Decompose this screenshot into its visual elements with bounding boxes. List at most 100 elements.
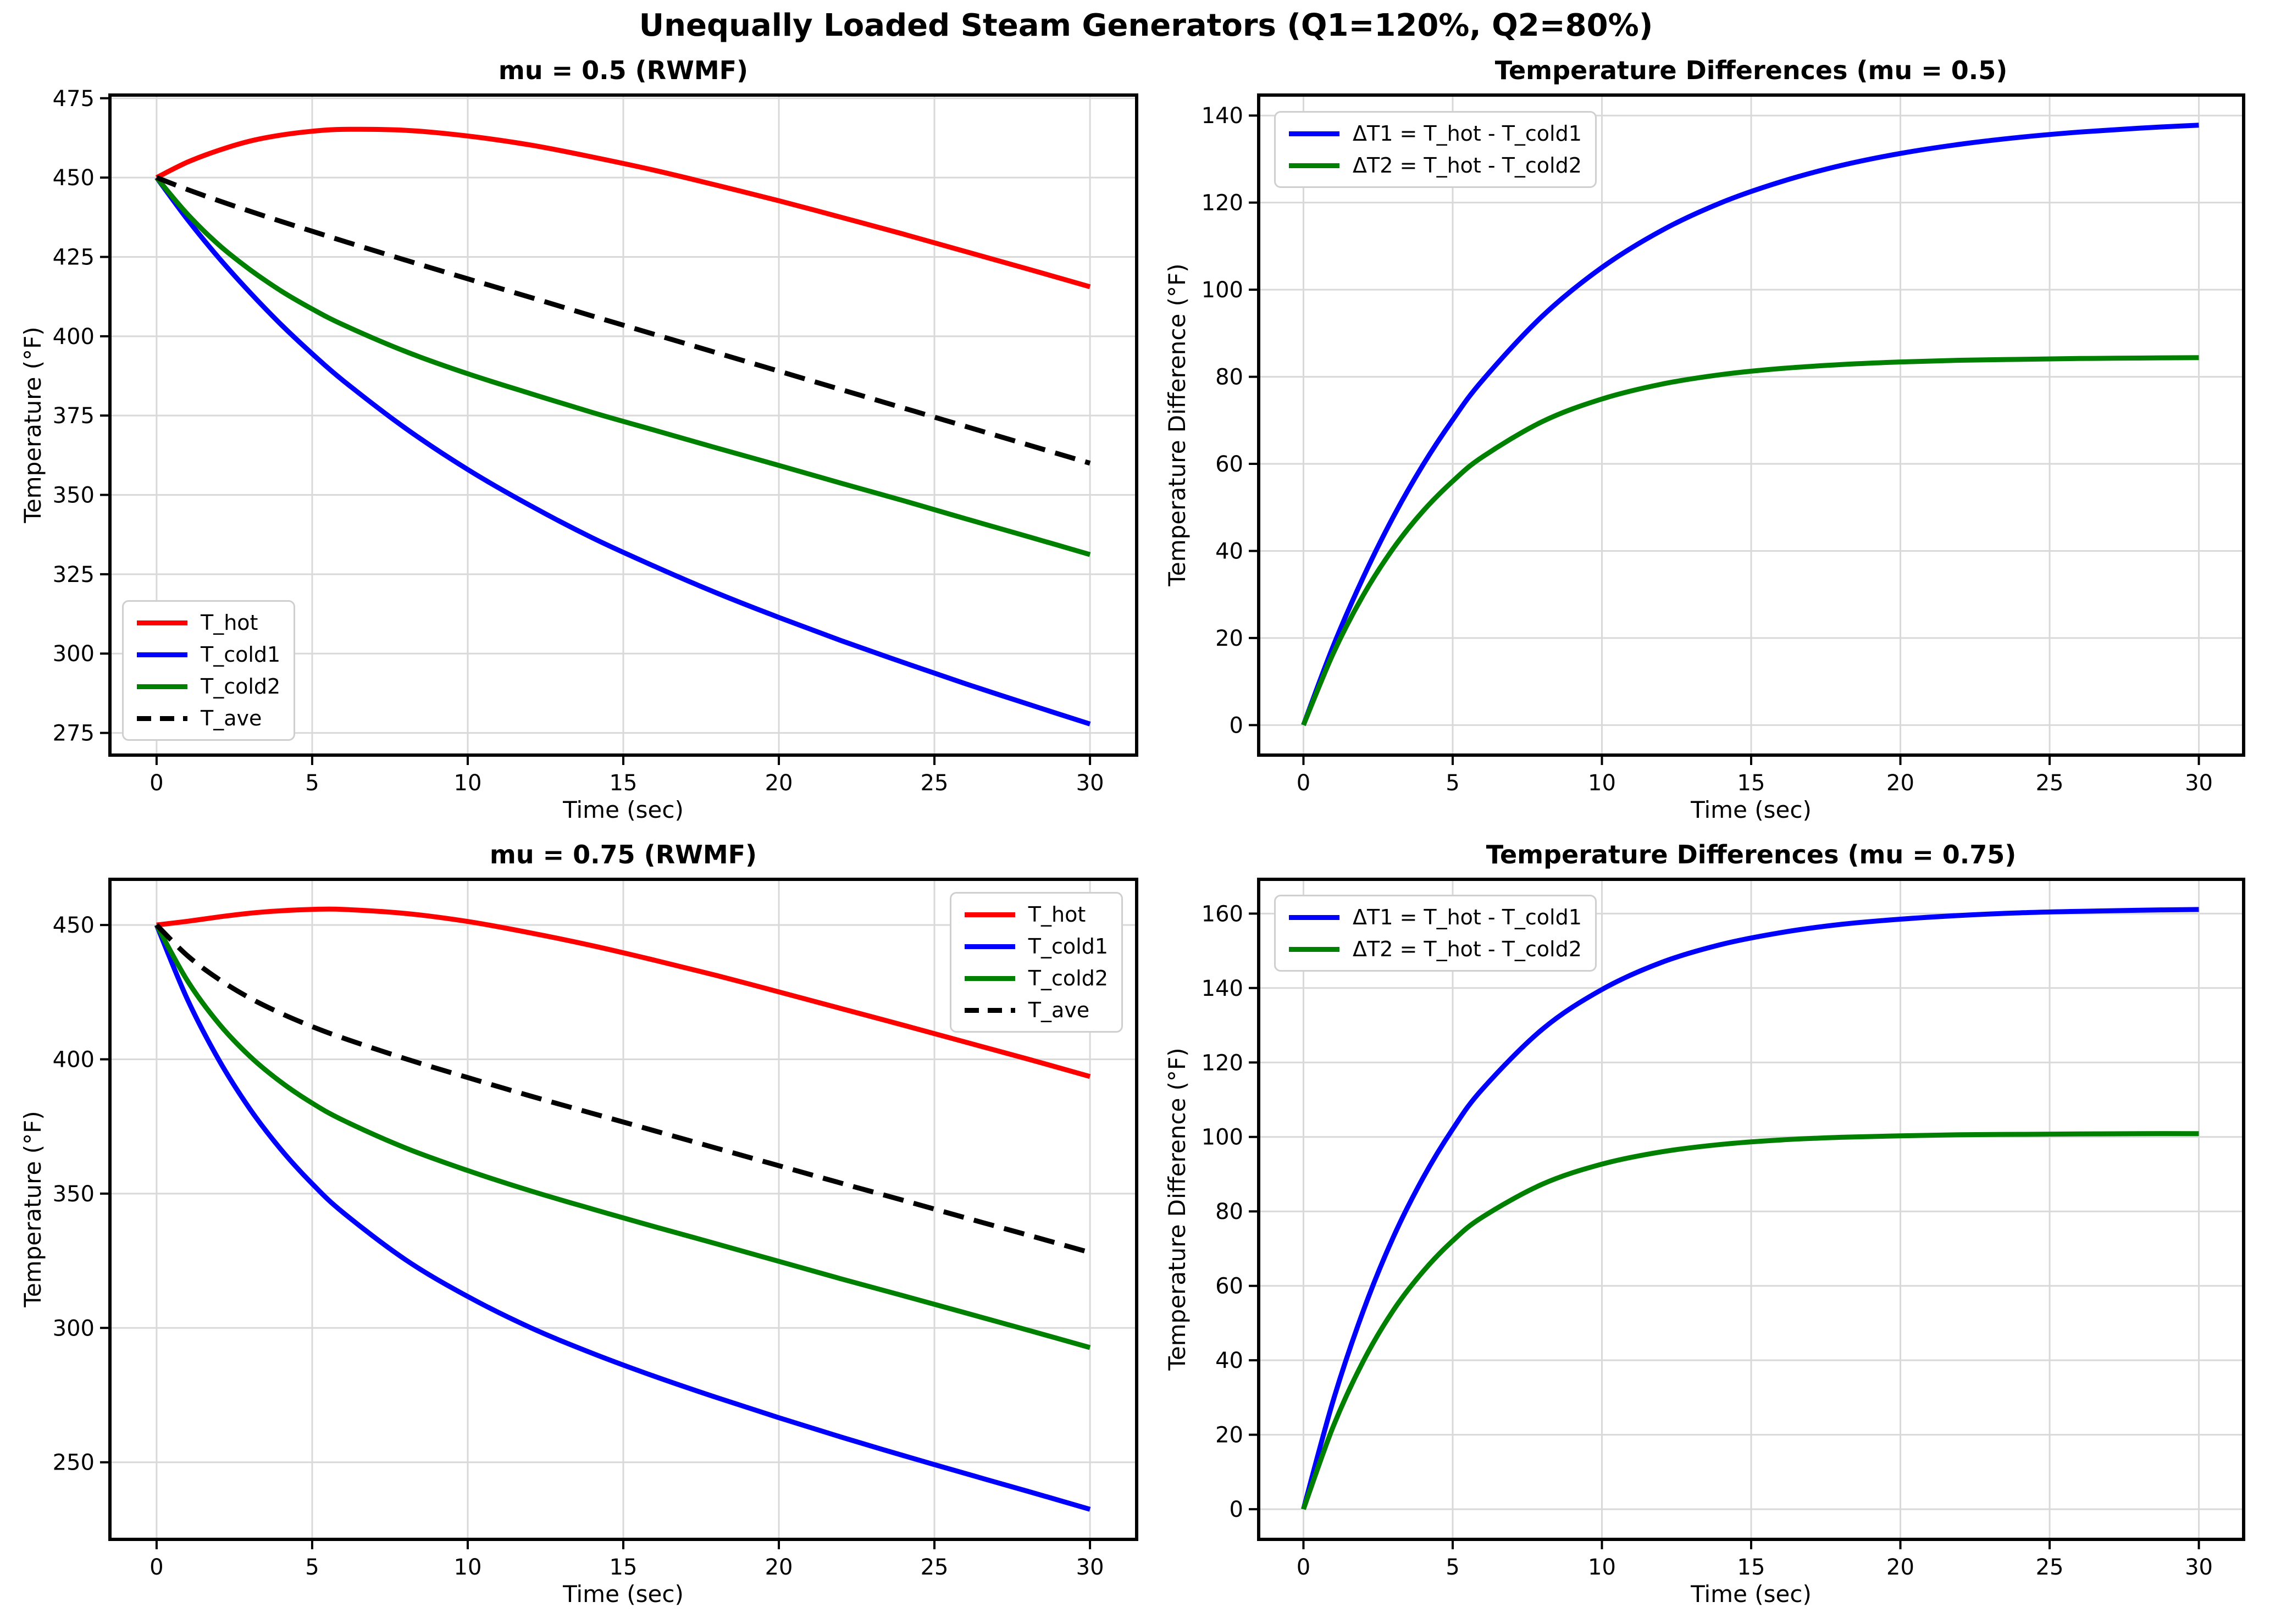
x-axis-label-mu05: Time (sec) [563, 796, 684, 823]
svg-text:80: 80 [1215, 365, 1243, 390]
subplot-title-diff-mu05: Temperature Differences (mu = 0.5) [1494, 56, 2008, 85]
series-T_hot [156, 906, 1091, 1079]
svg-text:250: 250 [53, 1450, 95, 1476]
legend-label: T_ave [1028, 998, 1090, 1022]
legend-item: T_cold2 [964, 965, 1108, 991]
legend-label: T_cold2 [1028, 966, 1108, 990]
series-T_cold1 [154, 924, 1091, 1512]
x-axis-label-mu075: Time (sec) [563, 1581, 684, 1608]
svg-text:10: 10 [1588, 1555, 1616, 1580]
line-swatch-dt2 [1289, 946, 1339, 952]
line-swatch-dt1 [1289, 914, 1339, 920]
legend-item: T_hot [137, 609, 280, 636]
legend-item: ΔT2 = T_hot - T_cold2 [1289, 152, 1582, 179]
svg-text:400: 400 [53, 1047, 95, 1073]
legend-item: T_ave [137, 705, 280, 731]
series-T_cold1 [154, 176, 1091, 727]
svg-text:375: 375 [53, 403, 95, 429]
series-T_cold2 [154, 176, 1091, 557]
svg-text:20: 20 [765, 1555, 793, 1580]
svg-text:140: 140 [1202, 976, 1243, 1001]
series-dT1 [1301, 123, 2199, 726]
svg-text:300: 300 [53, 1316, 95, 1341]
svg-text:10: 10 [1588, 771, 1616, 796]
legend-item: T_cold2 [137, 673, 280, 700]
svg-text:25: 25 [2036, 771, 2064, 796]
svg-text:450: 450 [53, 165, 95, 191]
line-swatch-t-cold1 [137, 652, 187, 657]
legend-label: T_ave [201, 706, 262, 730]
svg-text:20: 20 [1215, 626, 1243, 651]
svg-text:0: 0 [1297, 1555, 1310, 1580]
legend-label: T_hot [1028, 902, 1086, 927]
svg-text:400: 400 [53, 324, 95, 350]
svg-text:450: 450 [53, 913, 95, 938]
svg-text:20: 20 [1886, 771, 1914, 796]
legend-item: T_hot [964, 901, 1108, 928]
subplot-title-mu075: mu = 0.75 (RWMF) [489, 840, 757, 869]
legend-label: T_cold1 [1028, 934, 1108, 958]
svg-text:140: 140 [1202, 103, 1243, 129]
legend-label: T_cold2 [201, 674, 281, 699]
series-dT2 [1301, 355, 2199, 727]
svg-text:30: 30 [2185, 771, 2213, 796]
figure-title: Unequally Loaded Steam Generators (Q1=12… [639, 8, 1653, 43]
series-T_ave [154, 923, 1091, 1255]
legend-label: ΔT2 = T_hot - T_cold2 [1353, 153, 1582, 178]
legend-mu075: T_hot T_cold1 T_cold2 T_ave [949, 892, 1123, 1033]
legend-label: T_cold1 [201, 642, 281, 667]
svg-text:5: 5 [1446, 1555, 1459, 1580]
svg-text:120: 120 [1202, 191, 1243, 216]
svg-text:80: 80 [1215, 1199, 1243, 1224]
legend-label: ΔT1 = T_hot - T_cold1 [1353, 905, 1582, 929]
svg-text:160: 160 [1202, 901, 1243, 927]
subplot-title-diff-mu075: Temperature Differences (mu = 0.75) [1486, 840, 2017, 869]
svg-text:0: 0 [1297, 771, 1310, 796]
svg-text:60: 60 [1215, 1274, 1243, 1299]
legend-item: ΔT1 = T_hot - T_cold1 [1289, 904, 1582, 930]
legend-mu05: T_hot T_cold1 T_cold2 T_ave [122, 600, 296, 741]
svg-text:30: 30 [1076, 1555, 1104, 1580]
legend-label: ΔT1 = T_hot - T_cold1 [1353, 121, 1582, 146]
svg-text:425: 425 [53, 245, 95, 270]
line-swatch-t-ave [964, 1007, 1015, 1013]
series-T_ave [156, 175, 1091, 466]
svg-text:15: 15 [1737, 1555, 1765, 1580]
svg-text:0: 0 [1230, 713, 1243, 738]
legend-item: T_ave [964, 997, 1108, 1023]
svg-text:0: 0 [150, 771, 163, 796]
svg-text:30: 30 [1076, 771, 1104, 796]
legend-item: ΔT1 = T_hot - T_cold1 [1289, 120, 1582, 147]
chart-bl: 0 5 10 15 20 25 30 250 300 350 400 450 [53, 878, 1138, 1580]
legend-label: ΔT2 = T_hot - T_cold2 [1353, 937, 1582, 961]
legend-item: T_cold1 [137, 641, 280, 668]
series-dT2 [1301, 1131, 2199, 1510]
chart-tl: 0 5 10 15 20 25 30 275 300 325 350 375 400 425 450 475 [53, 86, 1138, 796]
chart-tr: 0 5 10 15 20 25 30 0 20 40 60 80 100 120 140 [1202, 93, 2245, 796]
x-axis-label-diff-mu075: Time (sec) [1691, 1581, 1812, 1608]
chart-br: 0 5 10 15 20 25 30 0 20 40 60 80 100 120 140 160 [1202, 878, 2245, 1580]
line-swatch-t-ave [137, 716, 187, 721]
line-swatch-t-hot [964, 912, 1015, 917]
svg-text:5: 5 [305, 771, 319, 796]
series-T_hot [155, 126, 1091, 290]
svg-text:20: 20 [1215, 1423, 1243, 1448]
svg-text:15: 15 [1737, 771, 1765, 796]
y-axis-label-diff-mu075: Temperature Difference (°F) [1164, 1047, 1191, 1371]
svg-text:5: 5 [305, 1555, 319, 1580]
series-T_cold2 [154, 923, 1091, 1350]
svg-text:0: 0 [1230, 1497, 1243, 1522]
svg-text:10: 10 [454, 771, 482, 796]
svg-text:60: 60 [1215, 452, 1243, 477]
svg-text:10: 10 [454, 1555, 482, 1580]
svg-text:100: 100 [1202, 1125, 1243, 1150]
svg-text:25: 25 [921, 1555, 949, 1580]
line-swatch-t-cold1 [964, 944, 1015, 949]
y-axis-label-diff-mu05: Temperature Difference (°F) [1164, 263, 1191, 586]
subplot-title-mu05: mu = 0.5 (RWMF) [498, 56, 749, 85]
legend-label: T_hot [201, 611, 258, 635]
line-swatch-t-hot [137, 620, 187, 625]
svg-text:300: 300 [53, 641, 95, 667]
svg-text:40: 40 [1215, 1348, 1243, 1373]
